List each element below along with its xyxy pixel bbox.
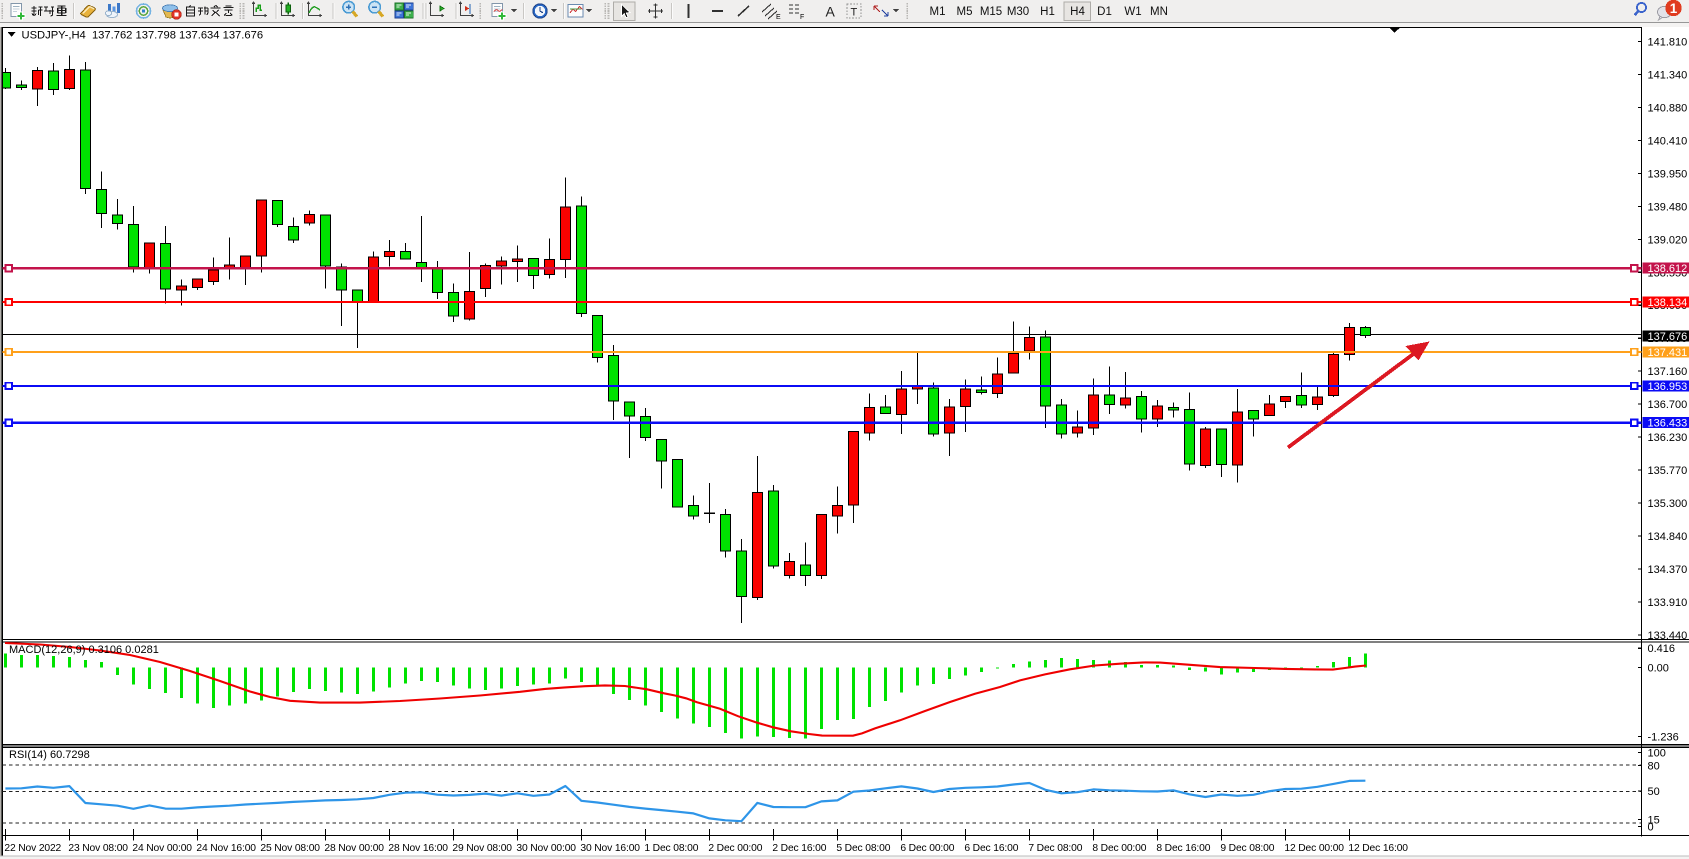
svg-text:M30: M30 (1007, 6, 1029, 18)
svg-text:135.300: 135.300 (1648, 498, 1688, 510)
svg-text:M1: M1 (930, 6, 946, 18)
svg-text:E: E (776, 14, 781, 21)
svg-text:136.953: 136.953 (1648, 381, 1688, 393)
svg-text:6 Dec 00:00: 6 Dec 00:00 (900, 843, 954, 854)
svg-text:134.370: 134.370 (1648, 564, 1688, 576)
svg-text:9 Dec 08:00: 9 Dec 08:00 (1220, 843, 1274, 854)
svg-text:30 Nov 00:00: 30 Nov 00:00 (516, 843, 576, 854)
svg-text:23 Nov 08:00: 23 Nov 08:00 (68, 843, 128, 854)
svg-text:W1: W1 (1124, 6, 1141, 18)
svg-text:8 Dec 00:00: 8 Dec 00:00 (1092, 843, 1146, 854)
svg-text:137.676: 137.676 (1648, 331, 1688, 343)
svg-text:138.134: 138.134 (1648, 297, 1688, 309)
svg-text:M5: M5 (957, 6, 973, 18)
svg-text:140.880: 140.880 (1648, 102, 1688, 114)
svg-text:5 Dec 08:00: 5 Dec 08:00 (836, 843, 890, 854)
svg-text:A: A (826, 4, 836, 20)
svg-text:141.340: 141.340 (1648, 69, 1688, 81)
svg-text:T: T (851, 7, 858, 19)
svg-text:141.810: 141.810 (1648, 37, 1688, 49)
svg-text:2 Dec 16:00: 2 Dec 16:00 (772, 843, 826, 854)
svg-text:134.840: 134.840 (1648, 531, 1688, 543)
svg-text:H4: H4 (1070, 6, 1085, 18)
svg-text:M15: M15 (980, 6, 1002, 18)
svg-text:H1: H1 (1040, 6, 1055, 18)
svg-text:2 Dec 00:00: 2 Dec 00:00 (708, 843, 762, 854)
svg-text:138.612: 138.612 (1648, 263, 1688, 275)
svg-text:135.770: 135.770 (1648, 465, 1688, 477)
svg-text:100: 100 (1648, 748, 1666, 760)
svg-text:25 Nov 08:00: 25 Nov 08:00 (260, 843, 320, 854)
svg-text:80: 80 (1648, 760, 1660, 772)
svg-text:136.230: 136.230 (1648, 432, 1688, 444)
svg-text:12 Dec 16:00: 12 Dec 16:00 (1348, 843, 1408, 854)
svg-text:MACD(12,26,9) 0.3106 0.0281: MACD(12,26,9) 0.3106 0.0281 (9, 644, 159, 656)
svg-text:D1: D1 (1097, 6, 1112, 18)
svg-text:28 Nov 00:00: 28 Nov 00:00 (324, 843, 384, 854)
svg-text:29 Nov 08:00: 29 Nov 08:00 (452, 843, 512, 854)
svg-text:1: 1 (1670, 1, 1678, 16)
svg-text:F: F (800, 14, 804, 21)
svg-text:139.480: 139.480 (1648, 201, 1688, 213)
svg-text:140.410: 140.410 (1648, 135, 1688, 147)
svg-text:15: 15 (1648, 815, 1660, 827)
svg-text:139.020: 139.020 (1648, 234, 1688, 246)
svg-text:133.440: 133.440 (1648, 630, 1688, 642)
svg-text:USDJPY-,H4 137.762 137.798 13: USDJPY-,H4 137.762 137.798 137.634 137.6… (22, 29, 264, 41)
svg-text:7 Dec 08:00: 7 Dec 08:00 (1028, 843, 1082, 854)
svg-text:6 Dec 16:00: 6 Dec 16:00 (964, 843, 1018, 854)
svg-text:139.950: 139.950 (1648, 168, 1688, 180)
svg-text:50: 50 (1648, 786, 1660, 798)
svg-text:-1.236: -1.236 (1648, 732, 1679, 744)
svg-text:137.160: 137.160 (1648, 366, 1688, 378)
svg-text:30 Nov 16:00: 30 Nov 16:00 (580, 843, 640, 854)
svg-text:28 Nov 16:00: 28 Nov 16:00 (388, 843, 448, 854)
svg-text:22 Nov 2022: 22 Nov 2022 (4, 843, 61, 854)
svg-text:136.433: 136.433 (1648, 418, 1688, 430)
svg-text:137.431: 137.431 (1648, 347, 1688, 359)
svg-text:0: 0 (1648, 822, 1654, 834)
svg-text:133.910: 133.910 (1648, 597, 1688, 609)
svg-text:1 Dec 08:00: 1 Dec 08:00 (644, 843, 698, 854)
svg-text:RSI(14) 60.7298: RSI(14) 60.7298 (9, 749, 90, 761)
svg-text:0.00: 0.00 (1648, 662, 1669, 674)
svg-text:24 Nov 16:00: 24 Nov 16:00 (196, 843, 256, 854)
svg-text:MN: MN (1150, 6, 1168, 18)
svg-text:24 Nov 00:00: 24 Nov 00:00 (132, 843, 192, 854)
svg-text:8 Dec 16:00: 8 Dec 16:00 (1156, 843, 1210, 854)
svg-text:12 Dec 00:00: 12 Dec 00:00 (1284, 843, 1344, 854)
svg-text:0.416: 0.416 (1648, 643, 1676, 655)
svg-text:136.700: 136.700 (1648, 399, 1688, 411)
